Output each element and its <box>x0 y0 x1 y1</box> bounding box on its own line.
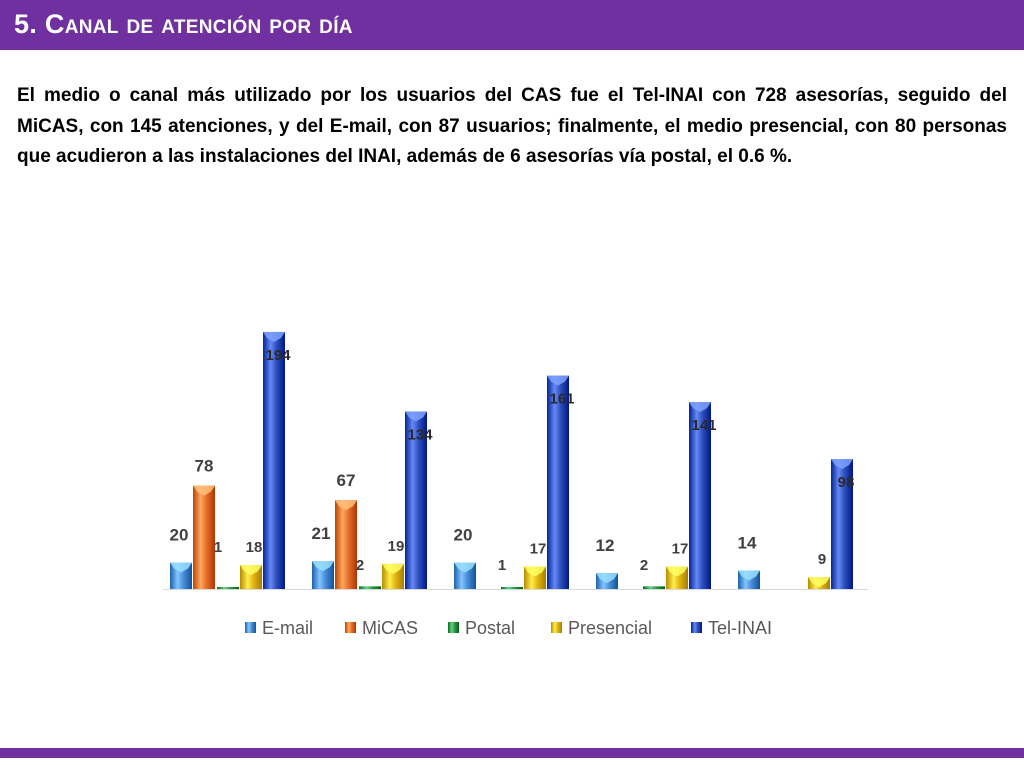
data-label-postal: 1 <box>214 539 222 556</box>
data-label-presencial: 19 <box>388 538 405 555</box>
data-label-presencial: 17 <box>530 540 547 557</box>
data-label-presencial: 9 <box>818 551 826 568</box>
bar-bevel-presencial <box>382 563 404 574</box>
bar-bevel-micas <box>335 500 357 511</box>
legend-label-presencial: Presencial <box>568 618 652 638</box>
data-label-e-mail: 21 <box>312 524 331 543</box>
footer-bar <box>0 748 1024 758</box>
bar-e-mail <box>312 561 334 589</box>
bar-postal <box>501 587 523 589</box>
legend-swatch-postal <box>448 622 459 633</box>
bar-bevel-tel-inai <box>547 375 569 386</box>
bar-bevel-e-mail <box>454 562 476 573</box>
bar-tel-inai <box>689 402 711 589</box>
data-label-postal: 2 <box>640 557 648 574</box>
data-label-presencial: 18 <box>246 539 263 556</box>
data-label-e-mail: 12 <box>596 536 615 555</box>
bar-bevel-e-mail <box>596 573 618 584</box>
bar-bevel-e-mail <box>170 562 192 573</box>
bar-bevel-e-mail <box>738 570 760 581</box>
data-label-e-mail: 20 <box>170 526 189 545</box>
legend-label-micas: MiCAS <box>362 618 418 638</box>
legend-label-tel-inai: Tel-INAI <box>708 618 772 638</box>
legend-swatch-tel-inai <box>691 622 702 633</box>
header-bar: 5. Canal de atención por día <box>0 0 1024 50</box>
data-label-presencial: 17 <box>672 540 689 557</box>
data-label-tel-inai: 141 <box>691 417 716 434</box>
bar-bevel-tel-inai <box>405 411 427 422</box>
data-label-micas: 67 <box>337 471 356 490</box>
data-label-tel-inai: 134 <box>407 426 433 443</box>
data-label-postal: 1 <box>498 557 506 574</box>
bar-tel-inai <box>547 375 569 589</box>
bar-tel-inai <box>831 459 853 589</box>
legend-swatch-presencial <box>551 622 562 633</box>
bar-bevel-presencial <box>240 565 262 576</box>
bar-micas <box>193 485 215 589</box>
bar-postal <box>359 586 381 589</box>
bar-bevel-micas <box>193 485 215 496</box>
bar-bevel-presencial <box>524 566 546 577</box>
data-label-e-mail: 14 <box>738 533 757 552</box>
data-label-tel-inai: 98 <box>838 474 855 491</box>
bar-micas <box>335 500 357 589</box>
bar-bevel-tel-inai <box>263 331 285 342</box>
bar-bevel-e-mail <box>312 561 334 572</box>
legend-swatch-e-mail <box>245 622 256 633</box>
bar-bevel-presencial <box>666 566 688 577</box>
data-label-tel-inai: 161 <box>549 391 574 408</box>
bar-bevel-tel-inai <box>689 402 711 413</box>
bar-bevel-presencial <box>808 577 830 588</box>
legend-label-e-mail: E-mail <box>262 618 313 638</box>
data-label-postal: 2 <box>356 557 364 574</box>
legend-label-postal: Postal <box>465 618 515 638</box>
data-label-micas: 78 <box>195 457 214 476</box>
page-title: 5. Canal de atención por día <box>14 9 353 39</box>
data-label-e-mail: 20 <box>454 526 473 545</box>
bar-postal <box>217 587 239 589</box>
intro-paragraph: El medio o canal más utilizado por los u… <box>17 85 1007 167</box>
data-label-tel-inai: 194 <box>265 347 291 364</box>
legend-swatch-micas <box>345 622 356 633</box>
bar-tel-inai <box>263 331 285 589</box>
bar-postal <box>643 586 665 589</box>
bar-bevel-tel-inai <box>831 459 853 470</box>
bar-tel-inai <box>405 411 427 589</box>
